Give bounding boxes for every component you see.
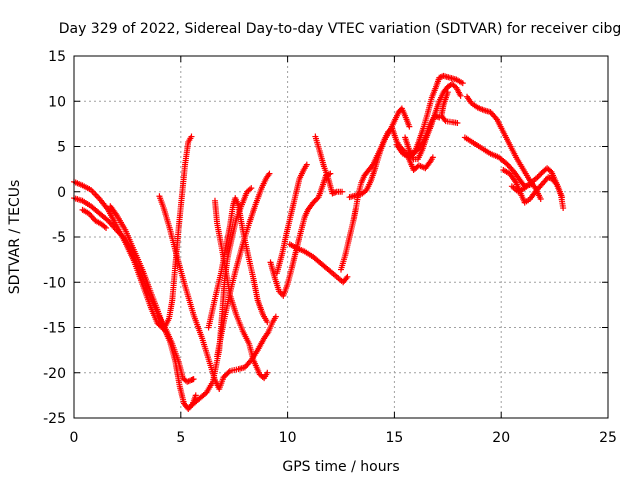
series-track-16 — [393, 72, 466, 161]
data-point — [454, 119, 461, 126]
data-point — [406, 123, 413, 130]
axis-ticks: 0 5 10 15 20 25 -25 -20 -15 -10 -5 0 5 10 15 — [43, 49, 617, 446]
x-tick-label: 0 — [70, 430, 79, 446]
data-point — [410, 150, 417, 157]
data-point — [409, 151, 416, 158]
data-point — [103, 224, 110, 231]
series-track-17 — [405, 154, 436, 174]
data-point — [310, 199, 317, 206]
data-point — [534, 174, 541, 181]
data-point — [264, 369, 271, 376]
data-point — [190, 376, 197, 383]
chart-title: Day 329 of 2022, Sidereal Day-to-day VTE… — [59, 21, 622, 37]
data-point — [311, 198, 318, 205]
data-marks — [71, 72, 567, 412]
data-point — [457, 92, 464, 99]
y-tick-label: 5 — [57, 140, 66, 156]
x-axis-label: GPS time / hours — [282, 459, 399, 475]
data-point — [339, 188, 346, 195]
data-point — [312, 196, 319, 203]
series-track-3 — [107, 203, 199, 412]
series-track-10 — [273, 161, 310, 277]
data-point — [192, 392, 199, 399]
data-point — [560, 205, 567, 212]
data-point — [535, 172, 542, 179]
data-point — [537, 171, 544, 178]
y-tick-label: -25 — [43, 411, 66, 427]
series-track-12 — [286, 241, 351, 286]
y-tick-label: -5 — [52, 230, 66, 246]
data-point — [343, 275, 350, 282]
data-point — [248, 185, 255, 192]
x-tick-label: 10 — [279, 430, 297, 446]
data-point — [264, 319, 271, 326]
series-track-11 — [312, 133, 346, 197]
data-point — [537, 195, 544, 202]
series-track-8 — [211, 197, 271, 382]
series-track-18 — [438, 89, 461, 126]
y-tick-label: 15 — [48, 49, 66, 65]
series-track-9 — [267, 170, 334, 299]
series-track-22 — [508, 165, 567, 212]
x-tick-label: 15 — [385, 430, 403, 446]
y-tick-label: -15 — [43, 321, 66, 337]
data-point — [344, 273, 351, 280]
data-point — [272, 313, 279, 320]
data-point — [303, 161, 310, 168]
y-tick-label: -20 — [43, 366, 66, 382]
data-point — [429, 154, 436, 161]
series-track-1 — [71, 133, 195, 333]
series-track-23 — [79, 206, 110, 231]
y-axis-label: SDTVAR / TECUs — [7, 180, 23, 295]
y-tick-label: -10 — [43, 275, 66, 291]
data-point — [314, 195, 321, 202]
data-point — [188, 133, 195, 140]
series-track-20 — [461, 134, 535, 190]
x-tick-label: 25 — [599, 430, 617, 446]
data-point — [266, 170, 273, 177]
y-tick-label: 10 — [48, 94, 66, 110]
data-point — [441, 116, 448, 123]
data-point — [225, 369, 232, 376]
x-tick-label: 5 — [176, 430, 185, 446]
y-tick-label: 0 — [57, 185, 66, 201]
x-tick-label: 20 — [492, 430, 510, 446]
data-point — [459, 80, 466, 87]
series-track-6 — [205, 195, 271, 331]
